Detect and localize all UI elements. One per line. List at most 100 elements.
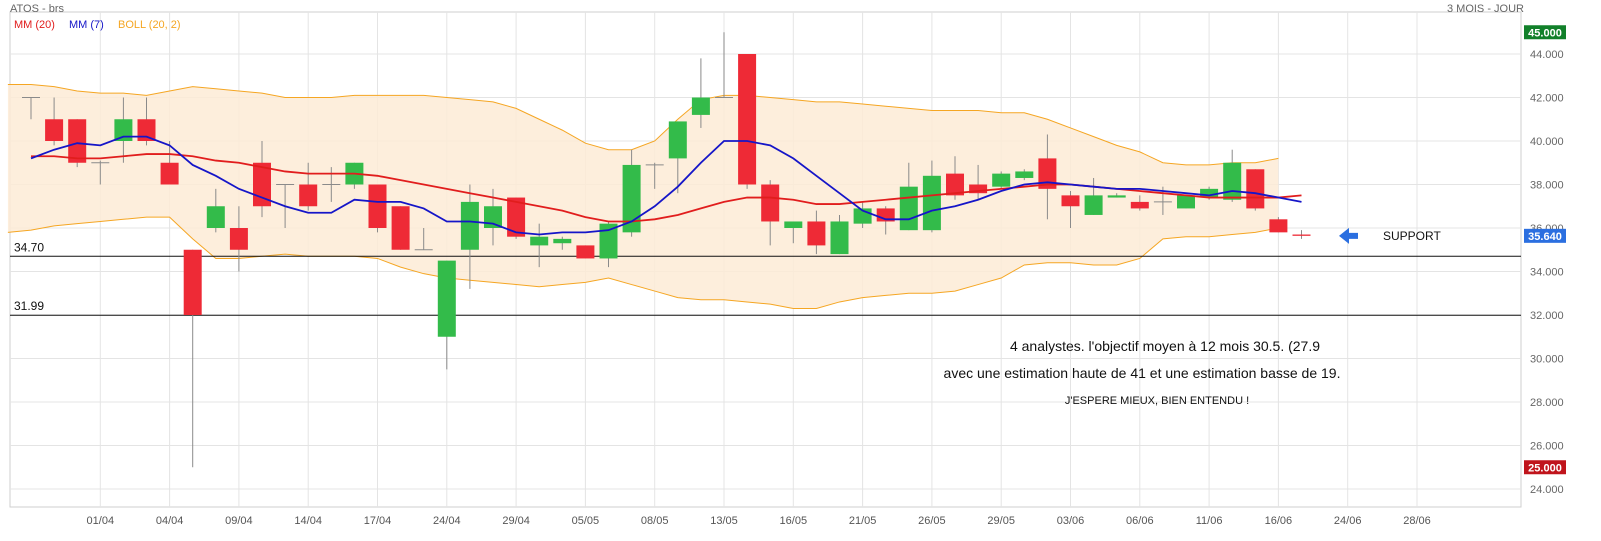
- x-tick-label: 11/06: [1196, 515, 1223, 527]
- note-line-3: J'ESPERE MIEUX, BIEN ENTENDU !: [1065, 395, 1249, 407]
- candle: [1084, 177, 1103, 215]
- horizontal-levels: 34.70 31.99: [10, 240, 1521, 316]
- legend-ma7[interactable]: MM (7): [69, 19, 104, 31]
- support-arrow-icon: [1339, 227, 1358, 244]
- candle: [437, 260, 456, 370]
- candle-body-up: [622, 164, 641, 233]
- candle: [1107, 193, 1126, 198]
- candle: [691, 58, 710, 128]
- badge-high-label: 45.000: [1528, 27, 1562, 39]
- candle-body-up: [1200, 188, 1219, 198]
- y-tick-label: 30.000: [1530, 354, 1564, 366]
- candle-body-down: [368, 184, 387, 228]
- candle-body-down: [1246, 169, 1265, 209]
- support-label: SUPPORT: [1383, 229, 1441, 243]
- candle-body-down: [229, 228, 248, 250]
- candle-body-up: [460, 201, 479, 250]
- candle-body-up: [1107, 195, 1126, 198]
- candle: [761, 180, 780, 246]
- x-tick-label: 24/04: [433, 515, 461, 527]
- candle-body-down: [1130, 201, 1149, 209]
- candle-body-up: [206, 206, 225, 228]
- x-tick-label: 06/06: [1126, 515, 1154, 527]
- candle-body-up: [992, 173, 1011, 187]
- bollinger-lower: [7, 216, 1279, 309]
- x-tick-label: 29/05: [987, 515, 1015, 527]
- candle-body-up: [1223, 162, 1242, 200]
- level-label: 34.70: [14, 240, 44, 254]
- x-tick-label: 29/04: [502, 515, 530, 527]
- candle: [160, 141, 179, 185]
- badge-last: [1524, 228, 1566, 243]
- x-tick-label: 16/06: [1265, 515, 1293, 527]
- candle-body-up: [1084, 195, 1103, 215]
- candle-body-down: [160, 162, 179, 185]
- candlesticks: [22, 32, 1311, 468]
- badge-low: [1524, 460, 1566, 475]
- x-tick-label: 05/05: [572, 515, 600, 527]
- y-tick-label: 38.000: [1530, 180, 1564, 192]
- x-tick-label: 24/06: [1334, 515, 1362, 527]
- candle-body-up: [668, 121, 687, 159]
- level-label: 31.99: [14, 299, 44, 313]
- candle: [1038, 134, 1057, 220]
- x-tick-label: 01/04: [87, 515, 115, 527]
- candle-body-up: [437, 260, 456, 337]
- candle-body-down: [391, 206, 410, 250]
- candle-body-down: [738, 54, 757, 185]
- candle-body-down: [299, 184, 318, 207]
- candle-body-up: [1177, 195, 1195, 209]
- chart-period[interactable]: 3 MOIS - JOUR: [1446, 3, 1524, 15]
- annotations: SUPPORT 4 analystes. l'objectif moyen à 1…: [944, 227, 1441, 407]
- x-tick-label: 21/05: [849, 515, 877, 527]
- candle-body-up: [830, 221, 849, 255]
- x-tick-label: 04/04: [156, 515, 184, 527]
- candle: [969, 164, 988, 200]
- candle: [91, 160, 110, 185]
- candle-body-up: [784, 221, 803, 228]
- x-tick-label: 14/04: [294, 515, 322, 527]
- legend-bollinger[interactable]: BOLL (20, 2): [118, 19, 181, 31]
- x-tick-label: 26/05: [918, 515, 946, 527]
- candle-body-down: [1061, 195, 1080, 207]
- candle-body-up: [553, 238, 572, 244]
- candle: [599, 221, 618, 268]
- candle: [114, 97, 133, 163]
- note-line-2: avec une estimation haute de 41 et une e…: [944, 365, 1341, 381]
- candle-body-down: [761, 184, 780, 222]
- candle-body-up: [484, 206, 502, 228]
- candle: [576, 245, 595, 259]
- candle-body-down: [807, 221, 826, 246]
- candle-body-up: [599, 223, 618, 259]
- candle-body-down: [45, 119, 64, 141]
- badge-last-label: 35.640: [1528, 231, 1562, 243]
- candle: [45, 97, 64, 146]
- candle: [530, 223, 549, 268]
- x-tick-label: 16/05: [780, 515, 808, 527]
- candle-body-down: [576, 245, 595, 259]
- candle: [229, 206, 248, 272]
- candle: [715, 32, 733, 98]
- x-tick-label: 13/05: [710, 515, 738, 527]
- y-tick-label: 26.000: [1530, 441, 1564, 453]
- legend-ma20[interactable]: MM (20): [14, 19, 55, 31]
- x-tick-label: 03/06: [1057, 515, 1085, 527]
- candle: [1061, 191, 1080, 228]
- bollinger-upper: [7, 83, 1279, 166]
- candle-body-down: [68, 119, 87, 163]
- y-tick-label: 34.000: [1530, 267, 1564, 279]
- candle: [807, 210, 826, 255]
- y-tick-label: 42.000: [1530, 93, 1564, 105]
- x-tick-label: 08/05: [641, 515, 669, 527]
- bollinger-fill: [7, 84, 1279, 309]
- candle: [645, 162, 664, 189]
- candle: [1269, 217, 1288, 233]
- candle-body-down: [507, 197, 526, 237]
- candle: [1292, 230, 1311, 239]
- y-tick-label: 40.000: [1530, 136, 1564, 148]
- candle: [553, 236, 572, 250]
- x-tick-label: 09/04: [225, 515, 253, 527]
- candle: [368, 184, 387, 233]
- candle-body-down: [1292, 234, 1311, 236]
